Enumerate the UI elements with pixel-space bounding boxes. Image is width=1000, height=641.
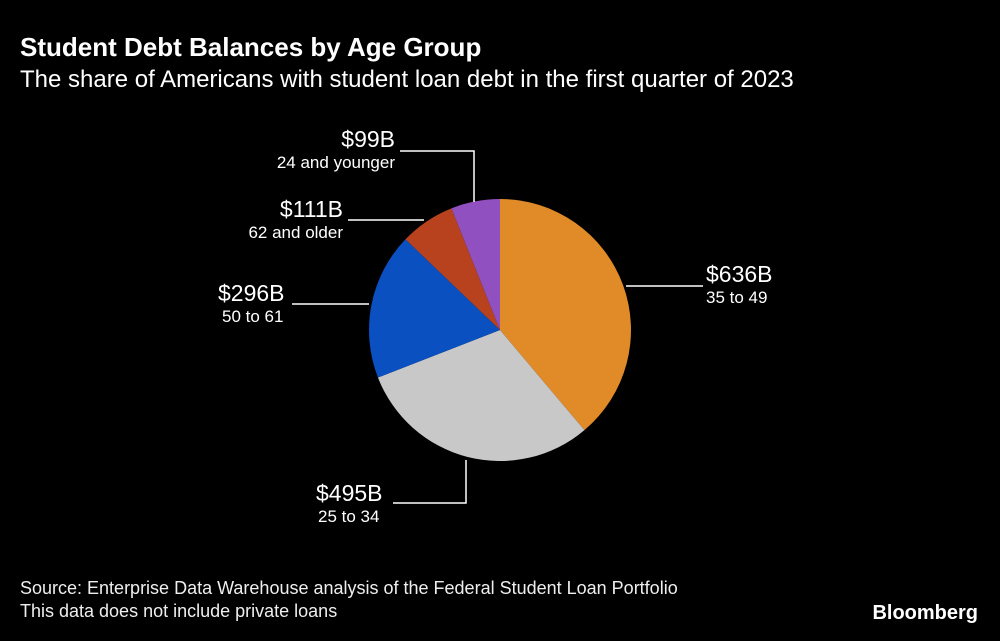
- leader-line-24-and-younger: [400, 150, 475, 202]
- value-label: $636B: [706, 261, 773, 287]
- pie-slice-35-to-49: [500, 199, 631, 431]
- value-label: $296B: [218, 280, 285, 306]
- chart-title: Student Debt Balances by Age Group: [20, 32, 482, 62]
- source-note: Source: Enterprise Data Warehouse analys…: [20, 578, 678, 598]
- slice-label-35-to-49: $636B 35 to 49: [706, 261, 773, 308]
- value-label: $111B: [279, 196, 343, 222]
- bloomberg-logo: Bloomberg: [872, 602, 978, 624]
- chart-subtitle: The share of Americans with student loan…: [20, 66, 794, 93]
- slice-label-50-to-61: $296B 50 to 61: [218, 280, 285, 327]
- category-label: 62 and older: [248, 223, 343, 242]
- pie-slice-25-to-34: [377, 330, 585, 461]
- leader-lines: [292, 150, 703, 504]
- slice-label-25-to-34: $495B 25 to 34: [316, 480, 383, 527]
- pie-slice-24-and-younger: [451, 199, 500, 330]
- category-label: 50 to 61: [222, 307, 284, 326]
- pie-slice-62-and-older: [405, 208, 500, 330]
- leader-line-25-to-34: [393, 460, 467, 504]
- category-label: 25 to 34: [318, 507, 380, 526]
- data-note: This data does not include private loans: [20, 601, 338, 621]
- value-label: $495B: [316, 480, 383, 506]
- category-label: 35 to 49: [706, 288, 768, 307]
- category-label: 24 and younger: [276, 153, 395, 172]
- slice-label-24-and-younger: $99B 24 and younger: [277, 126, 395, 173]
- pie-slice-50-to-61: [369, 239, 500, 378]
- value-label: $99B: [341, 126, 395, 152]
- slice-label-62-and-older: $111B 62 and older: [248, 196, 343, 243]
